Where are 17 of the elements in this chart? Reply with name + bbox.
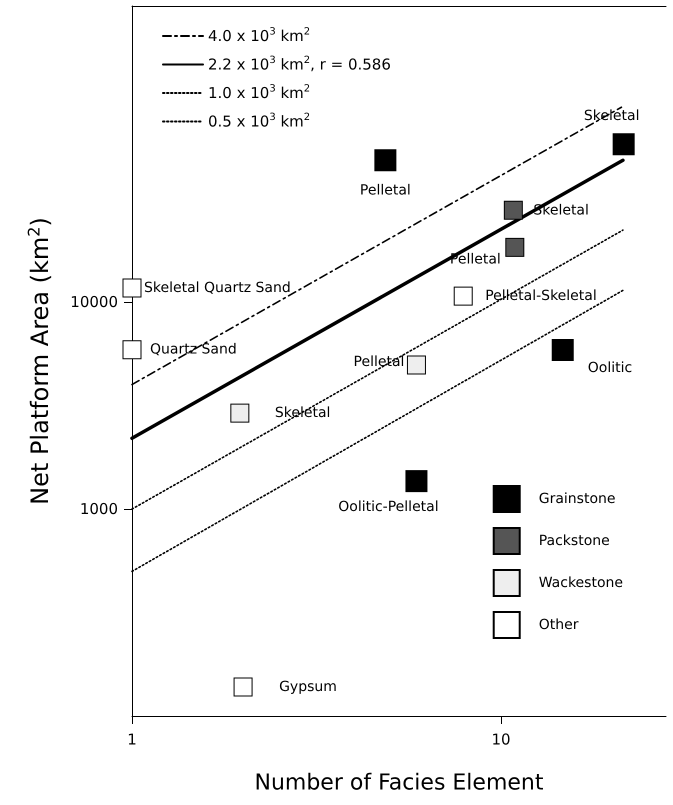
- annotation: Skeletal Quartz Sand: [144, 280, 291, 296]
- annotation: Quartz Sand: [150, 342, 237, 358]
- y-tick-label: 1000: [80, 500, 118, 518]
- legend-label: Grainstone: [538, 491, 616, 507]
- annotation: Gypsum: [279, 679, 337, 696]
- x-axis-title: Number of Facies Element: [254, 770, 544, 796]
- annotation: Pelletal: [360, 182, 411, 198]
- x-tick-label: 1: [127, 730, 137, 748]
- annotation: Oolitic-Pelletal: [338, 499, 439, 516]
- legend-label: Other: [538, 617, 579, 633]
- y-axis-title: Net Platform Area (km2): [24, 217, 54, 505]
- x-tick-label: 10: [491, 730, 511, 748]
- legend-label: Wackestone: [538, 575, 623, 591]
- y-tick-label: 10000: [70, 293, 118, 312]
- legend-label: Packstone: [538, 533, 610, 549]
- annotation: Oolitic: [588, 360, 632, 376]
- annotation: Skeletal: [584, 108, 640, 124]
